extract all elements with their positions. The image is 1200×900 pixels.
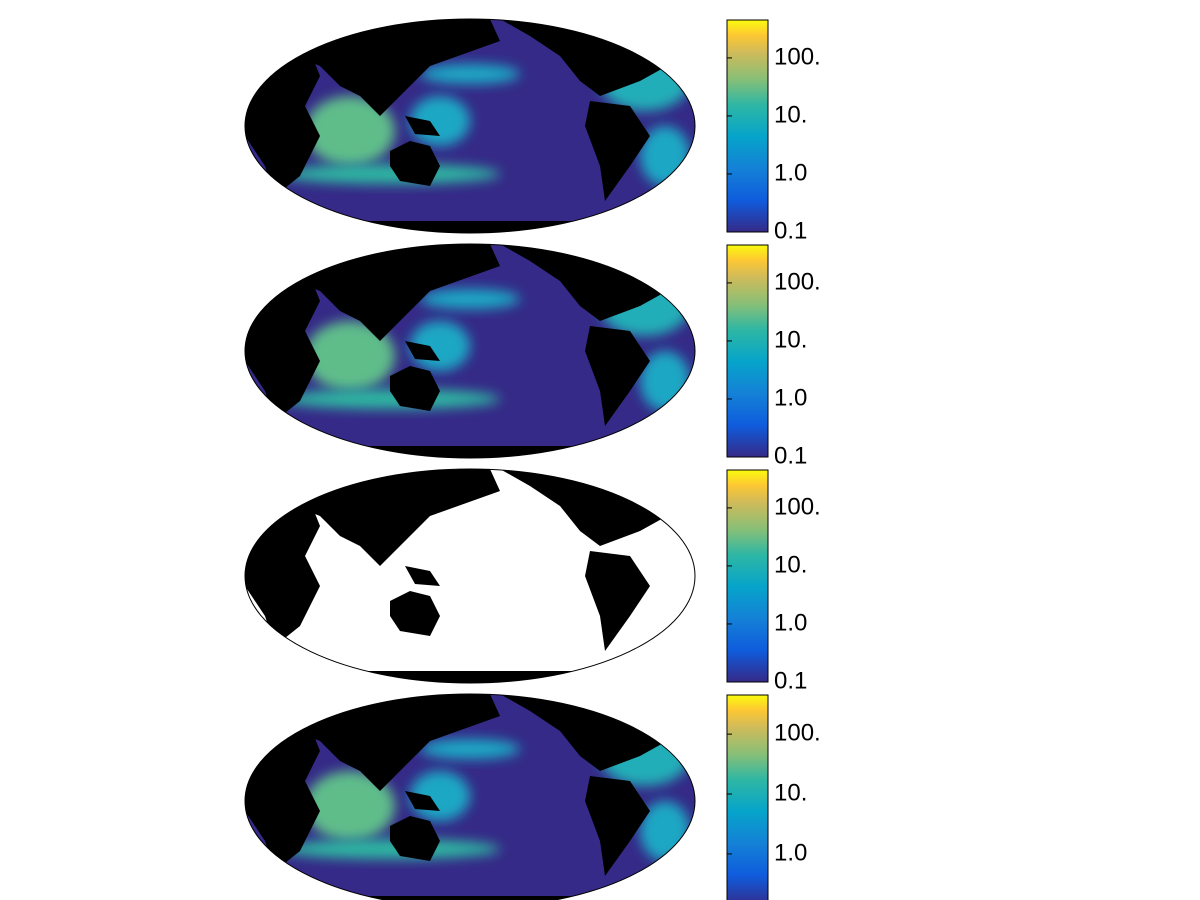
map-panel [245, 244, 695, 458]
panels: 0.1 1.0 10. 100. 0.1 1.0 10. 100. 0.1 1.0 10. 100. 1… [244, 18, 821, 900]
colorbar-tick-label: 1.0 [774, 609, 807, 636]
colorbar-tick-label: 10. [774, 551, 807, 578]
colorbar-tick-label: 100. [774, 493, 821, 520]
colorbar-tick-label: 10. [774, 326, 807, 353]
map-panel [245, 469, 695, 683]
colorbar-tick-label: 100. [774, 43, 821, 70]
colorbar-tick-label: 100. [774, 268, 821, 295]
colorbar-tick-label: 100. [774, 719, 821, 746]
colorbar-tick-label: 1.0 [774, 839, 807, 866]
colorbar-tick-label: 1.0 [774, 384, 807, 411]
colorbar [726, 244, 769, 458]
colorbar [726, 19, 769, 233]
colorbar [726, 694, 769, 900]
map-panel [245, 19, 695, 233]
colorbar-tick-label: 0.1 [774, 217, 807, 244]
map-outline [244, 468, 696, 684]
map-panel [245, 694, 695, 900]
colorbar-tick-label: 1.0 [774, 159, 807, 186]
colorbar-tick-label: 10. [774, 101, 807, 128]
map-outline [244, 693, 696, 900]
map-outline [244, 243, 696, 459]
colorbar [726, 469, 769, 683]
colorbar-tick-label: 0.1 [774, 442, 807, 469]
colorbar-tick-label: 0.1 [774, 667, 807, 694]
map-outline [244, 18, 696, 234]
colorbar-tick-label: 10. [774, 779, 807, 806]
